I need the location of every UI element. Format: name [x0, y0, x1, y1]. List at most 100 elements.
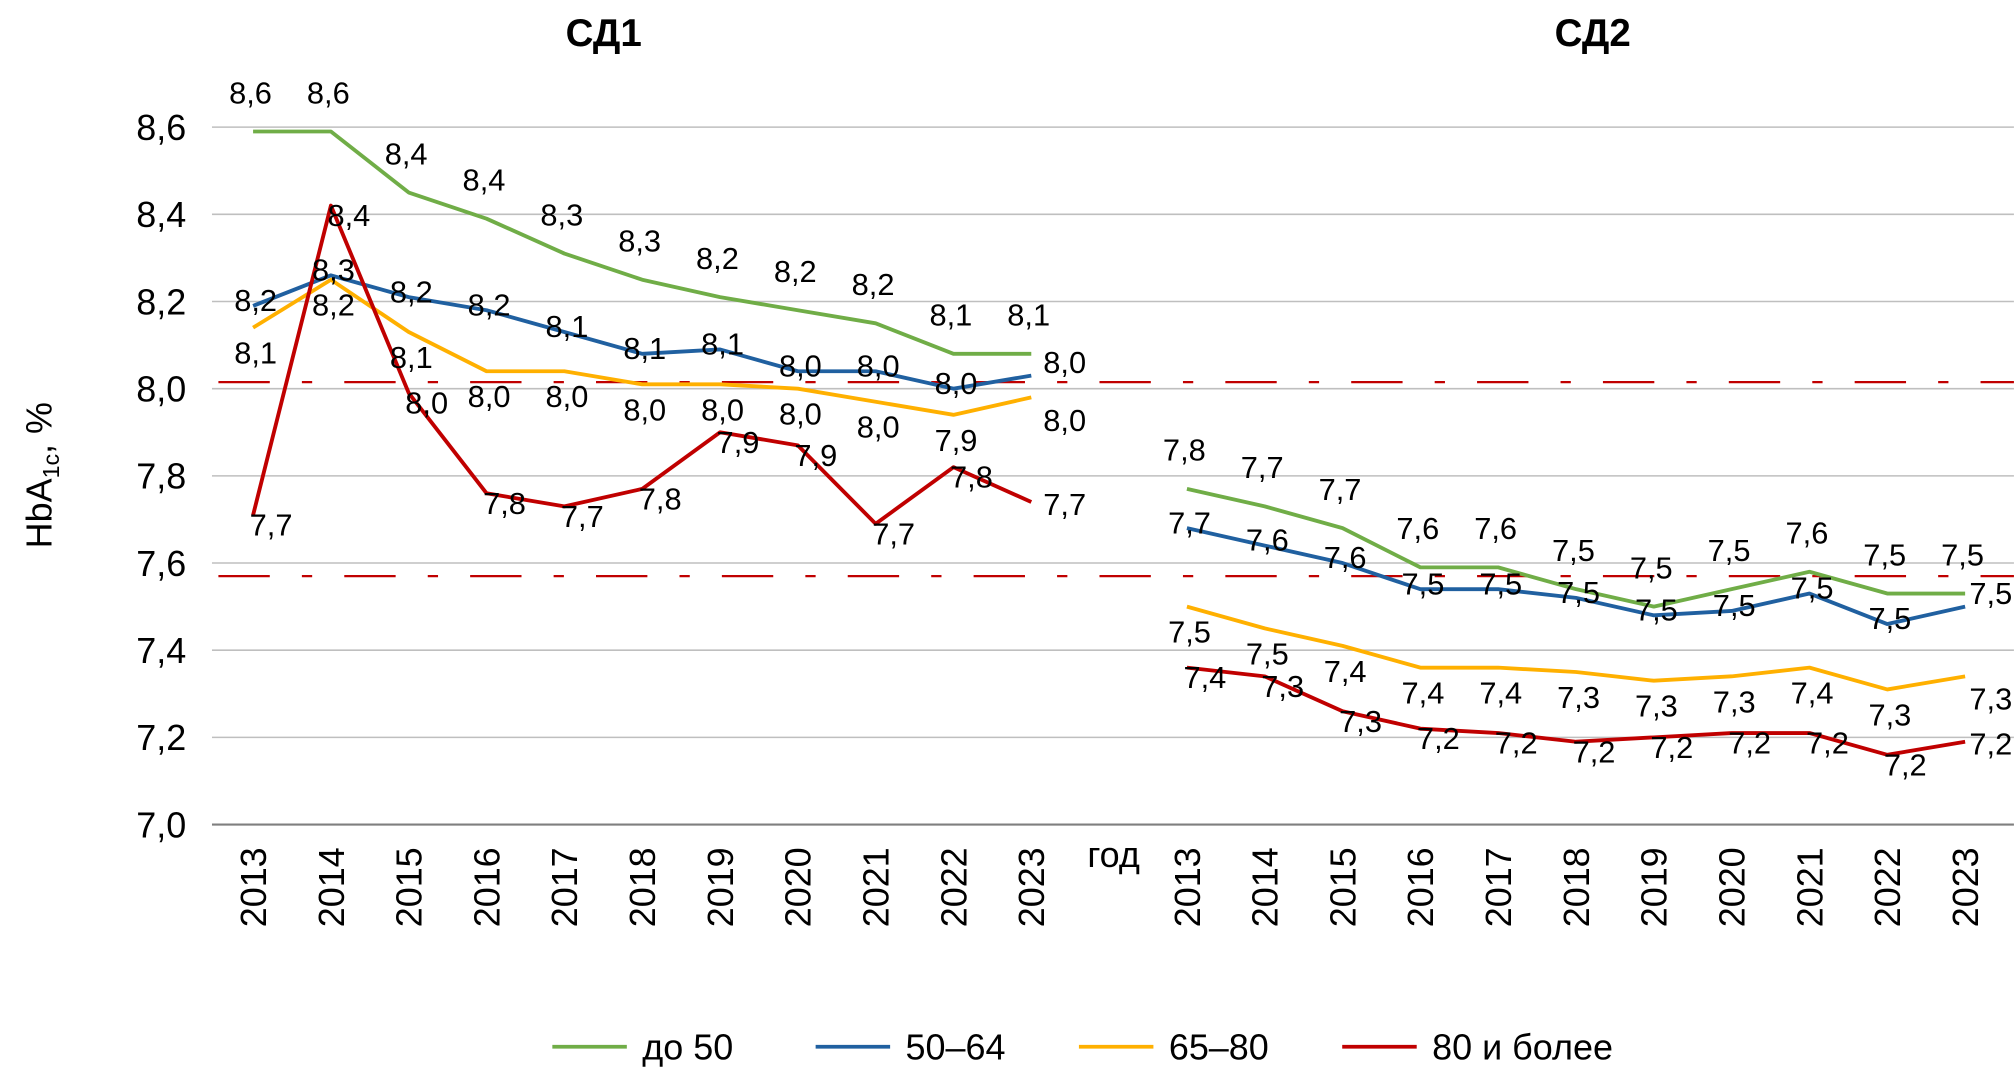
data-label: 8,0 [779, 348, 822, 383]
data-label: 7,5 [1168, 615, 1211, 650]
x-tick-label: 2016 [466, 847, 507, 927]
y-tick-label: 8,6 [136, 107, 186, 148]
data-label: 7,5 [1635, 592, 1678, 627]
x-tick-label: 2023 [1011, 847, 1052, 927]
series-line [1186, 604, 1966, 692]
data-label: 8,0 [857, 348, 900, 383]
data-label: 7,6 [1474, 511, 1517, 546]
data-label: 8,0 [546, 379, 589, 414]
data-label: 7,2 [1573, 734, 1616, 769]
data-label: 7,5 [1630, 550, 1673, 585]
x-axis-label: год [1087, 834, 1140, 875]
y-axis-label: HbA1c, % [18, 402, 64, 548]
data-label: 7,5 [1479, 566, 1522, 601]
x-tick-label: 2015 [1322, 847, 1363, 927]
data-label: 7,2 [1417, 721, 1460, 756]
data-label: 8,0 [701, 392, 744, 427]
series-line [252, 273, 1032, 391]
data-label: 8,1 [390, 340, 433, 375]
data-label: 7,4 [1479, 676, 1522, 711]
x-tick-label: 2013 [1167, 847, 1208, 927]
series-line [1186, 665, 1966, 757]
data-label: 7,3 [1713, 684, 1756, 719]
series-line [1186, 487, 1966, 609]
data-label: 7,8 [483, 486, 526, 521]
data-label: 7,3 [1557, 680, 1600, 715]
data-label: 7,5 [1863, 537, 1906, 572]
data-label: 8,0 [935, 366, 978, 401]
data-label: 8,1 [701, 327, 744, 362]
data-label: 7,2 [1806, 726, 1849, 761]
data-label: 8,4 [385, 136, 428, 171]
data-label: 7,3 [1969, 682, 2012, 717]
data-label: 8,2 [234, 283, 277, 318]
x-tick-label: 2023 [1945, 847, 1986, 927]
x-tick-label: 2014 [1245, 847, 1286, 927]
data-label: 7,8 [1163, 433, 1206, 468]
y-axis-label-suffix: , % [18, 402, 59, 454]
x-tick-label: 2020 [1712, 847, 1753, 927]
gridlines [211, 126, 2014, 826]
x-tick-label: 2021 [855, 847, 896, 927]
x-tick-label: 2018 [1556, 847, 1597, 927]
data-label: 7,9 [935, 423, 978, 458]
legend-label: до 50 [642, 1027, 733, 1068]
data-label: 7,7 [1168, 505, 1211, 540]
data-label: 7,6 [1324, 540, 1367, 575]
x-tick-label: 2017 [544, 847, 585, 927]
legend-item: 65–80 [1078, 1027, 1269, 1068]
y-tick-label: 7,0 [136, 804, 186, 845]
y-axis-ticks: 7,0 7,2 7,4 7,6 7,8 8,0 8,2 8,4 8,6 [136, 107, 186, 845]
y-axis-label-sub: 1c [38, 454, 64, 478]
reference-lines [218, 380, 2014, 578]
data-label: 7,4 [1183, 660, 1226, 695]
data-label: 7,4 [1402, 676, 1445, 711]
legend-item: 50–64 [815, 1027, 1006, 1068]
y-tick-label: 7,2 [136, 717, 186, 758]
data-label: 8,2 [390, 274, 433, 309]
data-label: 8,0 [468, 379, 511, 414]
data-label: 7,4 [1324, 654, 1367, 689]
data-label: 8,1 [1007, 298, 1050, 333]
x-tick-label: 2022 [1867, 847, 1908, 927]
y-tick-label: 8,0 [136, 369, 186, 410]
x-tick-label: 2022 [933, 847, 974, 927]
legend-label: 80 и более [1432, 1027, 1613, 1068]
data-label: 8,6 [307, 75, 350, 110]
x-tick-label: 2019 [700, 847, 741, 927]
data-label: 8,3 [312, 252, 355, 287]
y-tick-label: 7,6 [136, 543, 186, 584]
series-line [251, 203, 1033, 526]
data-labels: 8,6 8,68,48,48,38,3 8,2 8,2 8,28,1 8,18,28,38… [229, 75, 2012, 782]
data-label: 7,3 [1868, 697, 1911, 732]
data-label: 7,2 [1884, 747, 1927, 782]
data-label: 8,1 [929, 298, 972, 333]
data-label: 8,6 [229, 75, 272, 110]
series-line [253, 129, 1032, 356]
legend-item: до 50 [552, 1027, 733, 1068]
data-label: 7,5 [1552, 533, 1595, 568]
data-label: 7,5 [1868, 601, 1911, 636]
x-tick-label: 2016 [1400, 847, 1441, 927]
x-tick-label: 2021 [1789, 847, 1830, 927]
data-label: 7,5 [1791, 571, 1834, 606]
data-label: 7,6 [1396, 511, 1439, 546]
data-label: 8,3 [540, 197, 583, 232]
data-label: 7,5 [1713, 588, 1756, 623]
data-label: 8,4 [327, 198, 370, 233]
data-label: 7,2 [1728, 726, 1771, 761]
data-label: 8,0 [1043, 403, 1086, 438]
data-label: 7,3 [1635, 689, 1678, 724]
series-line [1186, 526, 1966, 626]
data-label: 7,8 [639, 481, 682, 516]
data-label: 7,3 [1339, 704, 1382, 739]
data-label: 8,2 [468, 287, 511, 322]
data-label: 8,1 [623, 331, 666, 366]
data-label: 7,4 [1791, 676, 1834, 711]
series-line [252, 277, 1032, 417]
legend-label: 50–64 [906, 1027, 1006, 1068]
x-tick-label: 2017 [1478, 847, 1519, 927]
data-label: 8,0 [1043, 345, 1086, 380]
data-label: 7,7 [1043, 487, 1086, 522]
panel-title-sd2: СД2 [1555, 12, 1631, 55]
